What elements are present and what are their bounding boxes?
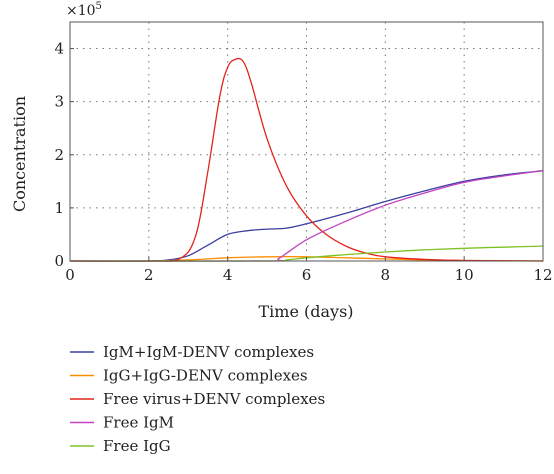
x-axis-title: Time (days) — [258, 302, 353, 321]
y-tick-label: 0 — [54, 252, 64, 270]
legend-label: IgG+IgG-DENV complexes — [103, 367, 308, 385]
series-line — [69, 170, 544, 262]
y-tick-label: 1 — [54, 199, 64, 217]
y-axis-multiplier: ×105 — [66, 1, 102, 19]
x-tick-label: 0 — [65, 266, 75, 284]
series-line — [69, 57, 544, 262]
legend-label: Free IgM — [103, 414, 174, 432]
y-tick-label: 4 — [54, 40, 64, 58]
y-tick-label: 2 — [54, 146, 64, 164]
x-tick-label: 6 — [302, 266, 312, 284]
x-tick-label: 4 — [223, 266, 233, 284]
y-axis-title: Concentration — [10, 96, 29, 212]
legend-label: Free IgG — [103, 437, 171, 455]
x-tick-label: 10 — [455, 266, 474, 284]
x-tick-label: 8 — [381, 266, 391, 284]
legend-label: IgM+IgM-DENV complexes — [103, 343, 314, 361]
y-tick-label: 3 — [54, 93, 64, 111]
grid — [70, 22, 543, 261]
x-tick-label: 12 — [533, 266, 552, 284]
legend-label: Free virus+DENV complexes — [103, 390, 325, 408]
plot-frame — [69, 21, 544, 262]
x-tick-label: 2 — [144, 266, 154, 284]
legend: IgM+IgM-DENV complexes IgG+IgG-DENV compl… — [70, 343, 325, 455]
